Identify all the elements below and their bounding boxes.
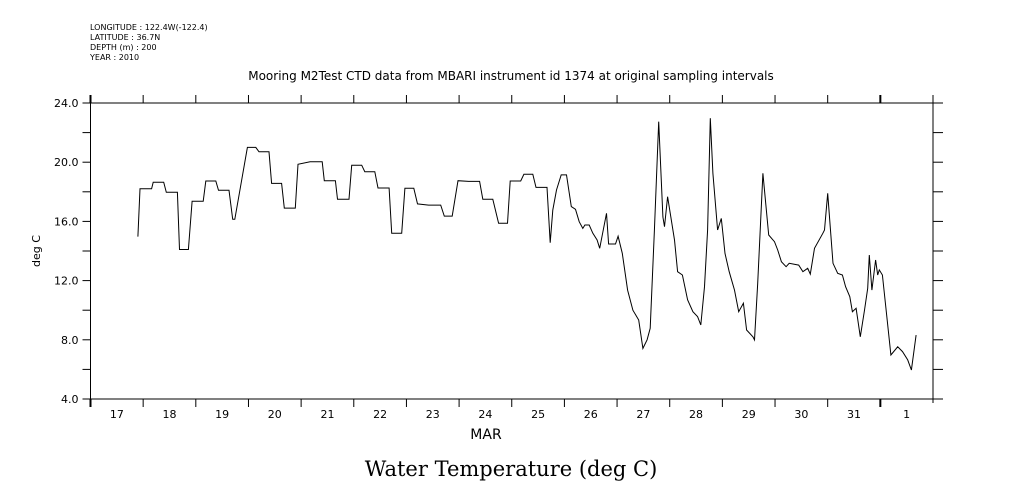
x-tick-label: 24 (478, 408, 492, 421)
x-tick-label: 18 (162, 408, 176, 421)
y-tick-label: 4.0 (61, 393, 79, 406)
x-tick-label: 31 (847, 408, 861, 421)
y-tick-label: 8.0 (61, 334, 79, 347)
y-axis-label: deg C (30, 235, 43, 267)
chart-caption: Water Temperature (deg C) (365, 457, 658, 481)
x-tick-label: 19 (215, 408, 229, 421)
series-line-water-temperature (137, 118, 917, 371)
x-tick-label: 26 (584, 408, 598, 421)
x-tick-label: 20 (268, 408, 282, 421)
x-tick-label: 29 (742, 408, 756, 421)
x-tick-label: 23 (426, 408, 440, 421)
x-tick-label: 21 (320, 408, 334, 421)
latitude-label: LATITUDE : 36.7N (90, 33, 160, 42)
x-tick-label: 25 (531, 408, 545, 421)
y-tick-label: 16.0 (54, 215, 79, 228)
x-tick-label: 28 (689, 408, 703, 421)
x-axis-label: MAR (470, 427, 502, 443)
y-tick-label: 12.0 (54, 275, 79, 288)
axes (82, 95, 943, 407)
longitude-label: LONGITUDE : 122.4W(-122.4) (90, 23, 208, 32)
x-tick-label: 30 (794, 408, 808, 421)
x-tick-label: 17 (110, 408, 124, 421)
chart-title: Mooring M2Test CTD data from MBARI instr… (248, 69, 774, 83)
x-tick-label: 1 (903, 408, 910, 421)
year-label: YEAR : 2010 (89, 53, 139, 62)
x-tick-label: 22 (373, 408, 387, 421)
tick-labels: 4.0 8.0 12.0 16.0 20.0 24.0 17 18 19 20 21 22 23 24 25… (54, 97, 910, 421)
x-tick-label: 27 (636, 408, 650, 421)
y-tick-label: 20.0 (54, 156, 79, 169)
depth-label: DEPTH (m) : 200 (90, 43, 157, 52)
y-tick-label: 24.0 (54, 97, 79, 110)
